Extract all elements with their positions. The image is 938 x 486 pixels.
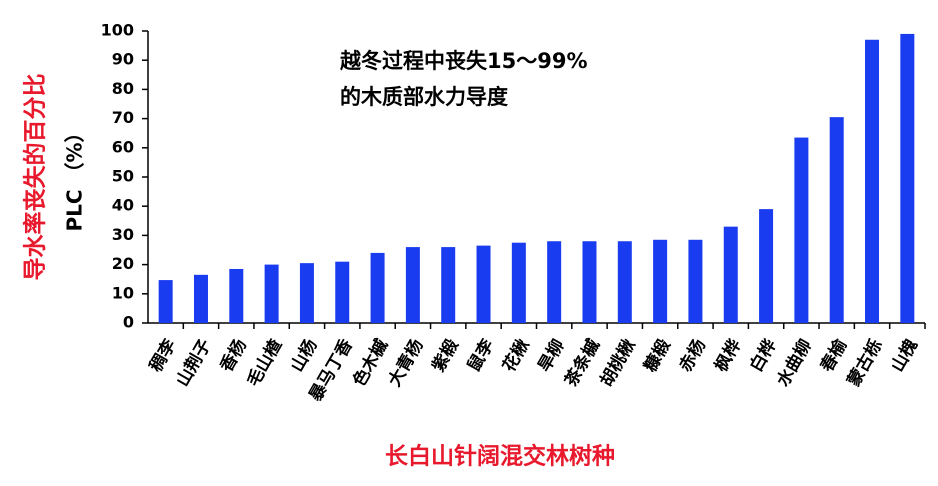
x-tick-label: 鼠李 — [463, 336, 498, 376]
x-tick-label: 山杨 — [286, 336, 321, 376]
annotation: 越冬过程中丧失15～99% — [339, 49, 588, 73]
x-tick-label: 蒙古栎 — [843, 336, 887, 391]
bar — [653, 239, 668, 323]
bar — [582, 241, 597, 323]
bar — [829, 117, 844, 323]
x-tick-label: 山槐 — [887, 336, 922, 376]
x-tick-label: 茶条槭 — [560, 336, 604, 391]
x-tick-label: 旱柳 — [534, 336, 569, 376]
x-tick-label: 山荆子 — [172, 336, 216, 391]
bar — [299, 263, 314, 323]
x-tick-label: 稠李 — [145, 336, 180, 376]
bar — [900, 33, 915, 324]
x-tick-label: 赤杨 — [675, 336, 710, 376]
y-tick-label: 70 — [112, 108, 134, 127]
y-tick-label: 80 — [112, 79, 134, 98]
y-tick-label: 40 — [112, 196, 134, 215]
x-tick-label: 春榆 — [816, 335, 852, 376]
x-tick-label: 花楸 — [498, 336, 533, 376]
bar — [335, 261, 350, 323]
x-tick-label: 毛山楂 — [243, 335, 287, 391]
bar — [688, 239, 703, 323]
y-tick-label: 0 — [123, 313, 134, 332]
bar — [370, 252, 385, 323]
bar — [723, 226, 738, 323]
x-axis-title: 长白山针阔混交林树种 — [385, 443, 615, 470]
x-tick-label: 大青杨 — [384, 336, 428, 391]
y-tick-label: 60 — [112, 137, 134, 156]
bar — [193, 274, 208, 323]
bar — [794, 137, 809, 323]
x-tick-label: 色木槭 — [349, 336, 393, 391]
x-tick-label: 紫椴 — [428, 336, 463, 376]
x-tick-label: 水曲柳 — [772, 336, 816, 391]
bar — [158, 280, 173, 323]
bar — [229, 268, 244, 323]
bar — [865, 39, 880, 323]
y-axis-title: PLC （%） — [63, 122, 87, 231]
x-tick-label: 白桦 — [746, 336, 781, 376]
y-tick-label: 30 — [112, 225, 134, 244]
x-tick-label: 糠椴 — [639, 336, 675, 377]
y-tick-label: 10 — [112, 283, 134, 302]
bar — [264, 264, 279, 323]
bar — [405, 247, 420, 323]
bar — [511, 242, 526, 323]
x-tick-label: 香杨 — [216, 336, 251, 376]
bar — [759, 209, 774, 323]
y-tick-label: 100 — [101, 21, 134, 40]
x-tick-label: 胡桃楸 — [596, 336, 640, 391]
y-axis-title: 导水率丧失的百分比 — [22, 74, 49, 281]
bar — [547, 241, 562, 323]
x-tick-label: 枫桦 — [710, 336, 745, 376]
y-tick-label: 50 — [112, 167, 134, 186]
annotation: 的木质部水力导度 — [340, 85, 508, 109]
y-tick-label: 20 — [112, 254, 134, 273]
bar — [441, 247, 456, 323]
bar — [476, 245, 491, 323]
y-tick-label: 90 — [112, 50, 134, 69]
bar — [617, 241, 632, 323]
